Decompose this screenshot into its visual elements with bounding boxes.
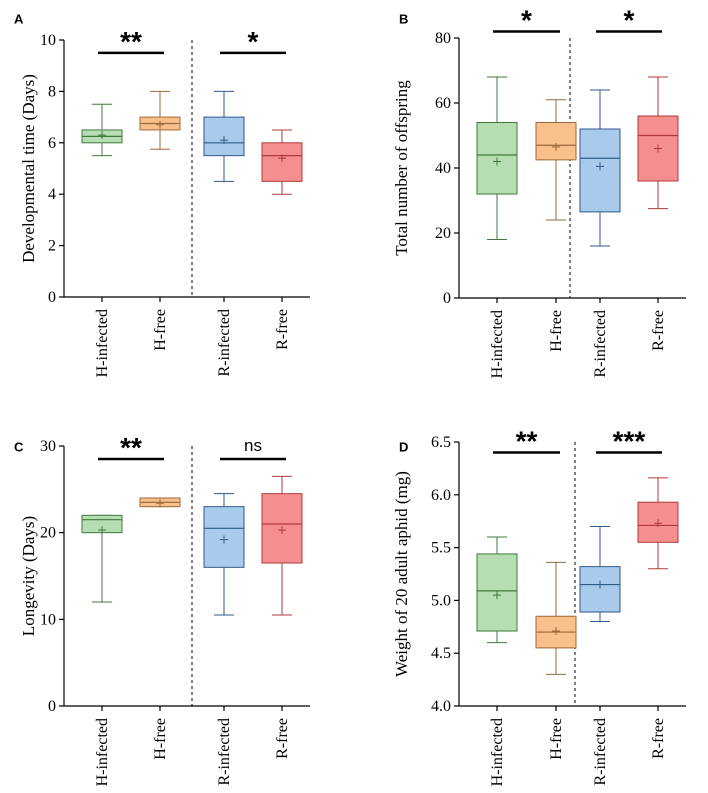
panel-c-x-label: H-infected bbox=[94, 718, 111, 786]
panel-b-x-label: R-free bbox=[650, 310, 667, 351]
panel-d-letter: D bbox=[399, 440, 408, 455]
panel-d-significance-label: *** bbox=[613, 426, 646, 457]
panel-d-y-tick-label: 4.0 bbox=[431, 698, 451, 715]
panel-d-y-tick-label: 4.5 bbox=[431, 645, 451, 662]
panel-b-x-label: R-infected bbox=[592, 310, 609, 378]
panel-d-x-label: H-free bbox=[548, 718, 565, 760]
panel-a-x-label: H-infected bbox=[94, 309, 111, 377]
panel-d-y-tick-label: 6.5 bbox=[431, 434, 451, 451]
panel-c-significance-label: ns bbox=[244, 436, 262, 455]
panel-a-y-tick-label: 0 bbox=[48, 289, 56, 306]
panel-b-x-label: H-free bbox=[548, 310, 565, 352]
panel-d-x-label: R-infected bbox=[592, 718, 609, 786]
panel-b-significance-label: * bbox=[521, 5, 532, 36]
panel-b-box bbox=[637, 115, 679, 182]
panel-a-y-tick-label: 4 bbox=[48, 186, 56, 203]
panel-b-y-tick-label: 80 bbox=[435, 30, 451, 47]
panel-d-y-tick-label: 5.5 bbox=[431, 540, 451, 557]
panel-c-x-label: R-free bbox=[274, 718, 291, 759]
panel-c-letter: C bbox=[14, 440, 24, 455]
panel-b-x-label: H-infected bbox=[489, 310, 506, 378]
panel-a-y-tick-label: 2 bbox=[48, 238, 56, 255]
panel-a-letter: A bbox=[14, 12, 24, 27]
panel-a-y-label: Developmental time (Days) bbox=[19, 74, 38, 263]
panel-b-y-tick-label: 60 bbox=[435, 95, 451, 112]
panel-c-x-label: R-infected bbox=[216, 718, 233, 786]
panel-d-x-label: H-infected bbox=[489, 718, 506, 786]
panel-d-significance-label: ** bbox=[516, 426, 538, 457]
panel-a-significance-label: * bbox=[248, 26, 259, 57]
panel-c-y-tick-label: 30 bbox=[40, 438, 56, 455]
panel-b-letter: B bbox=[399, 12, 408, 27]
panel-b-significance-label: * bbox=[624, 5, 635, 36]
panel-b-box bbox=[535, 122, 577, 161]
panel-c-y-tick-label: 0 bbox=[48, 698, 56, 715]
panel-a-y-tick-label: 6 bbox=[48, 135, 56, 152]
panel-b-y-label: Total number of offspring bbox=[392, 80, 411, 256]
panel-a-significance-label: ** bbox=[120, 26, 142, 57]
panel-b-box bbox=[579, 128, 621, 213]
panel-c-x-label: H-free bbox=[152, 718, 169, 760]
panel-d-box bbox=[579, 566, 621, 613]
panel-a-y-tick-label: 8 bbox=[48, 83, 56, 100]
panel-b-y-tick-label: 0 bbox=[443, 290, 451, 307]
panel-a-x-label: R-free bbox=[274, 309, 291, 350]
panel-a-y-tick-label: 10 bbox=[40, 32, 56, 49]
panel-a-x-label: H-free bbox=[152, 309, 169, 351]
panel-d-y-label: Weight of 20 adult aphid (mg) bbox=[392, 471, 411, 677]
panel-c-y-tick-label: 10 bbox=[40, 611, 56, 628]
panel-a-x-label: R-infected bbox=[216, 309, 233, 377]
panel-d-y-tick-label: 6.0 bbox=[431, 487, 451, 504]
panel-c-y-tick-label: 20 bbox=[40, 525, 56, 542]
panel-b-y-tick-label: 40 bbox=[435, 160, 451, 177]
panel-d-x-label: R-free bbox=[650, 718, 667, 759]
panel-c-significance-label: ** bbox=[120, 432, 142, 463]
panel-d-y-tick-label: 5.0 bbox=[431, 592, 451, 609]
panel-b-y-tick-label: 20 bbox=[435, 225, 451, 242]
panel-c-y-label: Longevity (Days) bbox=[19, 516, 38, 636]
